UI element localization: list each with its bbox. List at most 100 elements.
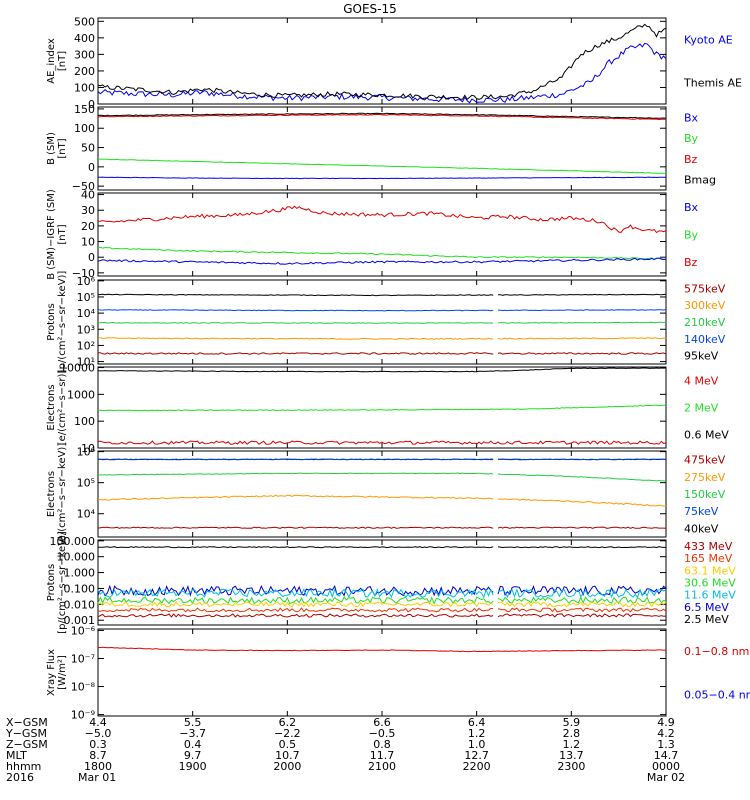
y-tick-label: 1.000 <box>64 567 96 580</box>
y-tick-label: 300 <box>74 48 95 61</box>
y-axis-label-line: Xray Flux <box>46 649 57 696</box>
legend-entry: 30.6 MeV <box>684 577 736 590</box>
legend-entry: 63.1 MeV <box>684 564 736 577</box>
series-line-bz <box>97 205 667 234</box>
y-tick-label: 100 <box>74 415 95 428</box>
y-axis-label: Electrons[e/(cm²−s−sr−keV)] <box>46 443 68 546</box>
y-axis-label-line: [nT] <box>57 224 68 244</box>
x-axis-value: 8.7 <box>89 749 107 762</box>
y-tick-label: 100 <box>74 81 95 94</box>
y-tick-label: 10000 <box>60 362 95 375</box>
y-tick-label: −10 <box>72 267 95 280</box>
y-axis-label-line: [e/(cm²−s−sr−keV)] <box>57 443 68 546</box>
x-axis-row-label: 2016 <box>6 771 34 784</box>
series-line-bmag <box>97 112 667 119</box>
y-tick-label: 10² <box>77 339 95 352</box>
x-axis-value: 5.5 <box>184 716 202 729</box>
time-axis-table: X−GSMY−GSMZ−GSMMLThhmm20164.4−5.00.38.71… <box>5 716 685 784</box>
y-axis-label: Protons[p/(cm²−s−sr−keV)] <box>46 271 68 374</box>
series-line-0-6-mev <box>97 367 667 373</box>
legend-entry: 2.5 MeV <box>684 613 729 626</box>
panel-b: −50 0 50 100 150 B (SM)[nT] Bx By Bz Bmag <box>46 103 716 193</box>
series-line-150kev <box>98 472 667 482</box>
y-tick-label: 10³ <box>77 323 95 336</box>
legend-entry: 40keV <box>684 522 719 535</box>
x-axis-value: 14.7 <box>654 749 679 762</box>
legend-entry: 4 MeV <box>684 375 719 388</box>
series-line-4-mev <box>97 440 667 445</box>
series-line-95kev <box>97 293 667 297</box>
panel-frame <box>97 628 667 717</box>
y-tick-label: 10⁻⁹ <box>71 709 95 722</box>
legend-entry: Themis AE <box>683 77 742 90</box>
y-axis-label-line: [p/(cm²−s−sr−keV)] <box>57 271 68 374</box>
y-tick-label: 10⁻⁶ <box>71 624 96 637</box>
x-axis-value: −2.2 <box>274 727 301 740</box>
series-line-0-1-0-8-nm <box>97 646 667 653</box>
y-axis-label-line: AE_index <box>46 38 57 84</box>
y-tick-label: 1000 <box>67 388 95 401</box>
legend-entry: 140keV <box>684 333 726 346</box>
y-axis-label-line: [e/(cm²−s−sr)] <box>57 370 68 446</box>
legend-entry: 475keV <box>684 454 726 467</box>
legend-entry: 433 MeV <box>684 540 733 553</box>
y-tick-label: 0.010 <box>64 598 96 611</box>
y-tick-label: 100 <box>74 122 95 135</box>
x-axis-value: 4.2 <box>657 727 675 740</box>
series-line-210kev <box>97 321 667 324</box>
legend-entry: 575keV <box>684 282 726 295</box>
y-tick-label: 150 <box>74 103 95 116</box>
y-tick-label: 10 <box>81 442 95 455</box>
series-line-433-mev <box>97 613 667 618</box>
y-tick-label: 10.000 <box>57 551 96 564</box>
y-tick-label: 200 <box>74 65 95 78</box>
y-tick-label: 30 <box>81 204 95 217</box>
y-tick-label: 0 <box>88 98 95 111</box>
x-axis-value: 12.7 <box>464 749 489 762</box>
series-line-475kev <box>97 526 667 529</box>
legend-entry: Bz <box>684 256 698 269</box>
series-line-bx <box>97 257 667 265</box>
x-axis-value: 6.2 <box>279 716 297 729</box>
series-line-165-mev <box>97 607 667 613</box>
x-axis-value: Mar 01 <box>78 771 116 784</box>
series-line-kyoto-ae <box>97 42 667 104</box>
series-line-275kev <box>97 494 667 507</box>
legend-entry: Bz <box>684 153 698 166</box>
y-axis-label-line: Protons <box>46 303 57 340</box>
x-axis-value: −0.5 <box>369 727 396 740</box>
panel-epead_e: 10⁴ 10⁵ 10⁶ Electrons[e/(cm²−s−sr−keV)] 475k… <box>46 443 726 546</box>
legend-entry: 150keV <box>684 488 726 501</box>
panel-dbg: −10 0 10 20 30 40 B (SM)−IGRF (SM)[nT] Bx By Bz <box>46 189 699 280</box>
panel-frame <box>97 192 667 277</box>
x-axis-value: 9.7 <box>184 749 202 762</box>
x-axis-value: 11.7 <box>370 749 395 762</box>
y-axis-label-line: Electrons <box>46 384 57 430</box>
y-axis-label: Protons[p/(cm²−s−sr−keV)] <box>46 531 68 634</box>
series-line-6-5-mev <box>97 584 667 597</box>
x-axis-value: 13.7 <box>559 749 584 762</box>
series-line-63-1-mev <box>97 601 667 608</box>
series-line-by <box>97 158 667 174</box>
x-axis-value: 0.3 <box>89 738 107 751</box>
series-line-75kev <box>97 458 667 461</box>
legend-entry: 95keV <box>684 350 719 363</box>
series-line-30-6-mev <box>97 596 667 605</box>
y-axis-label: B (SM)[nT] <box>46 132 68 165</box>
y-tick-label: 50 <box>81 142 95 155</box>
legend-entry: Kyoto AE <box>684 34 733 47</box>
x-axis-value: 1.0 <box>468 738 486 751</box>
x-axis-value: 6.4 <box>468 716 486 729</box>
y-axis-label-line: [nT] <box>57 51 68 71</box>
legend-entry: 11.6 MeV <box>684 589 736 602</box>
y-axis-label: AE_index[nT] <box>46 38 68 84</box>
y-tick-label: 40 <box>81 189 95 202</box>
legend-entry: 165 MeV <box>684 552 733 565</box>
x-axis-value: 4.9 <box>657 716 675 729</box>
y-tick-label: 0 <box>88 251 95 264</box>
series-line-bz <box>97 113 667 121</box>
series-line-themis-ae <box>97 23 667 100</box>
legend-entry: 75keV <box>684 505 719 518</box>
